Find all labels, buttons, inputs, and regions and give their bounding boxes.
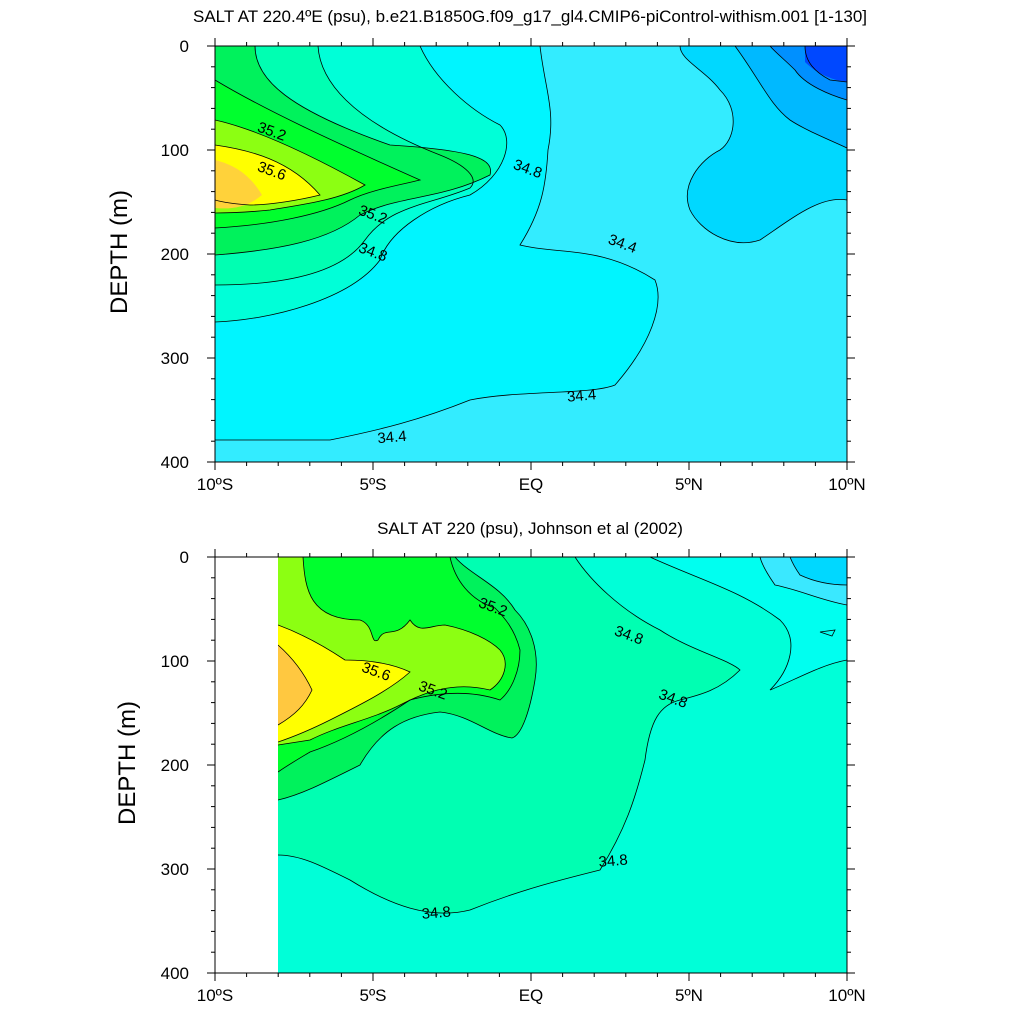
contour-fill [278,557,847,973]
y-axis-label: DEPTH (m) [106,190,133,314]
contour-label: 34.8 [598,851,629,870]
contour-label: 34.8 [421,903,452,922]
y-tick-label: 0 [180,548,189,567]
x-tick-label: 5ºN [675,475,703,494]
salinity-band [278,625,410,742]
contour-label: 34.4 [377,428,408,447]
contour-label: 34.4 [566,386,597,405]
x-tick-label: 5ºN [675,986,703,1005]
y-tick-label: 300 [161,860,189,879]
x-tick-label: 10ºN [828,986,865,1005]
x-tick-label: EQ [519,475,544,494]
y-axis-label: DEPTH (m) [114,701,141,825]
y-tick-label: 400 [161,964,189,983]
chart-title: SALT AT 220.4ºE (psu), b.e21.B1850G.f09_… [193,7,867,26]
contour-lines [215,46,847,441]
salinity-band [215,160,262,209]
y-tick-label: 100 [161,141,189,160]
x-tick-label: 5ºS [359,986,386,1005]
salinity-band [805,46,847,82]
y-tick-label: 300 [161,349,189,368]
y-tick-label: 0 [180,37,189,56]
y-tick-label: 200 [161,245,189,264]
axis-ticks: 10ºS 5ºS EQ 5ºN 10ºN 0 100 200 300 400 [161,548,866,1005]
panel-bottom-observations: SALT AT 220 (psu), Johnson et al (2002) [114,519,866,1005]
x-tick-label: 5ºS [359,475,386,494]
salinity-band [278,645,312,725]
x-tick-label: 10ºS [197,986,233,1005]
contour-fill [215,46,847,462]
x-tick-label: EQ [519,986,544,1005]
panel-top-model: SALT AT 220.4ºE (psu), b.e21.B1850G.f09_… [106,7,867,494]
y-tick-label: 400 [161,453,189,472]
axis-ticks: 10ºS 5ºS EQ 5ºN 10ºN 0 100 200 300 400 [161,37,866,494]
x-tick-label: 10ºN [828,475,865,494]
contour-lines [278,557,847,914]
chart-title: SALT AT 220 (psu), Johnson et al (2002) [377,519,683,538]
y-tick-label: 200 [161,756,189,775]
x-tick-label: 10ºS [197,475,233,494]
salinity-band [790,557,847,585]
y-tick-label: 100 [161,652,189,671]
